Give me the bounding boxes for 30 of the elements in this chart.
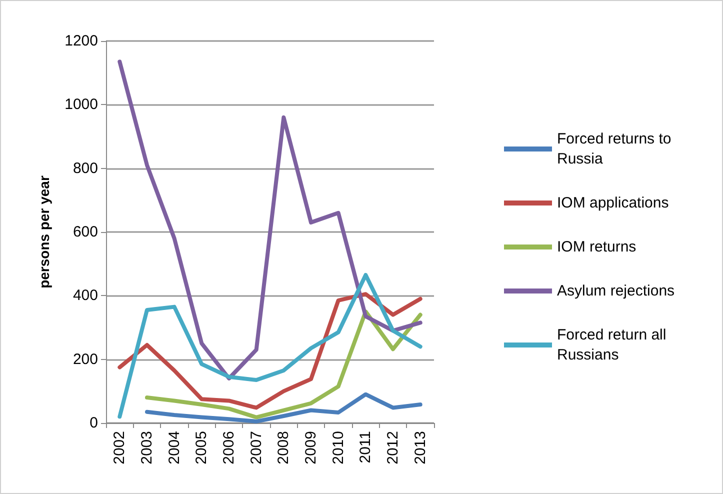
- y-tick-label: 400: [72, 287, 98, 304]
- x-tick-label: 2013: [412, 431, 429, 464]
- legend-label: Forced return all Russians: [557, 326, 670, 364]
- x-tick-label: 2010: [330, 431, 347, 464]
- y-tick-label: 1200: [64, 32, 98, 50]
- x-tick-label: 2009: [302, 431, 320, 464]
- x-tick-label: 2006: [220, 431, 238, 464]
- x-tick-label: 2012: [384, 431, 402, 464]
- x-tick-label: 2007: [248, 431, 265, 464]
- line-series: [118, 292, 422, 410]
- y-tick-label: 0: [90, 414, 98, 432]
- y-tick-label: 600: [72, 224, 98, 240]
- x-tick-label: 2008: [275, 431, 292, 464]
- legend-label: IOM returns: [557, 238, 636, 256]
- x-tick-label: 2002: [111, 431, 128, 464]
- y-tick-label: 800: [72, 160, 98, 177]
- x-tick-label: 2004: [166, 431, 183, 464]
- line-series: [118, 60, 422, 380]
- line-series: [118, 272, 422, 419]
- x-tick-label: 2003: [138, 431, 156, 464]
- line-series: [145, 310, 422, 420]
- x-tick-label: 2005: [193, 431, 210, 464]
- legend-label: Forced returns to Russia: [557, 130, 676, 168]
- y-tick-label: 1000: [64, 96, 98, 114]
- x-tick-label: 2011: [357, 431, 374, 464]
- legend-label: Asylum rejections: [557, 282, 675, 300]
- line-series: [145, 392, 422, 424]
- legend-label: IOM applications: [557, 194, 669, 212]
- y-tick-label: 200: [72, 350, 98, 368]
- y-axis-title: persons per year: [36, 175, 52, 288]
